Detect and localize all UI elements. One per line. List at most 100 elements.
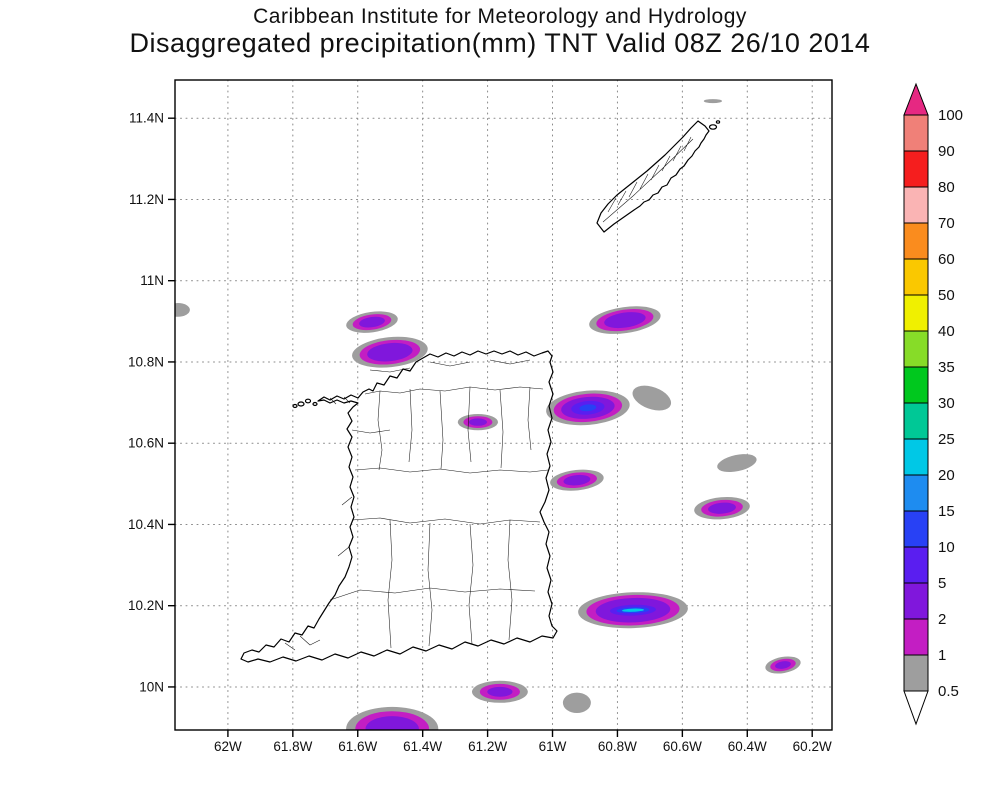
institute-title: Caribbean Institute for Meteorology and … [253, 5, 747, 28]
precip-contour-2 [563, 474, 591, 486]
lon-tick-label: 61.4W [403, 739, 442, 754]
precip-contour-10 [579, 404, 597, 412]
lon-tick-label: 61.2W [468, 739, 507, 754]
little-tobago-island [715, 120, 721, 124]
tobago-internal-boundaries [602, 136, 694, 223]
colorbar-label: 40 [938, 323, 955, 340]
precip-contour-2 [367, 342, 413, 362]
colorbar-segment-5-10 [903, 546, 929, 584]
colorbar-label: 90 [938, 143, 955, 160]
precipitation-shading-layer [175, 99, 801, 730]
precip-area [550, 469, 604, 491]
colorbar-label: 1 [938, 647, 946, 664]
colorbar-segment-40-50 [903, 294, 929, 332]
lat-tick-label: 11.4N [129, 111, 164, 126]
colorbar-label: 70 [938, 215, 955, 232]
precip-area [346, 311, 398, 333]
lon-tick-label: 61.6W [338, 739, 377, 754]
colorbar-label: 10 [938, 539, 955, 556]
precip-contour-2 [775, 661, 791, 669]
colorbar-segment-2-5 [903, 582, 929, 620]
colorbar-label: 35 [938, 359, 955, 376]
lon-tick-label: 60.8W [598, 739, 637, 754]
colorbar-segment-50-60 [903, 258, 929, 296]
colorbar-segment-0.5-1 [903, 654, 929, 692]
axis-layer: 62W 61.8W 61.6W 61.4W 61.2W 61W 60.8W 60.6W 60.4… [128, 79, 833, 754]
colorbar-label: 60 [938, 251, 955, 268]
colorbar-segment-90-100 [903, 114, 929, 152]
colorbar-label: 0.5 [938, 683, 959, 700]
precip-contour-20 [622, 608, 644, 612]
bocas-island [312, 401, 318, 407]
precip-area [562, 692, 591, 713]
precip-contour-2 [487, 686, 513, 697]
lon-tick-label: 60.4W [728, 739, 767, 754]
lon-tick-label: 62W [214, 739, 242, 754]
colorbar-label: 2 [938, 611, 946, 628]
precip-contour-2 [468, 418, 487, 426]
lon-tick-label: 61W [539, 739, 567, 754]
precip-area [694, 496, 750, 520]
colorbar-label: 25 [938, 431, 955, 448]
lat-tick-label: 10.8N [128, 354, 164, 369]
precip-contour-0.5 [632, 385, 672, 411]
plot-border [174, 79, 833, 731]
precip-area [717, 454, 757, 473]
lat-tick-label: 10.2N [128, 598, 164, 613]
trinidad-internal-boundaries [284, 359, 549, 651]
colorbar-arrow-top [903, 82, 929, 116]
colorbar-segment-80-90 [903, 150, 929, 188]
colorbar-label: 30 [938, 395, 955, 412]
colorbar-segment-70-80 [903, 186, 929, 224]
precip-area [457, 414, 498, 431]
chart-title: Disaggregated precipitation(mm) TNT Vali… [129, 28, 871, 58]
colorbar-label: 15 [938, 503, 955, 520]
tobago-coastline [596, 120, 710, 233]
colorbar-label: 80 [938, 179, 955, 196]
bocas-island [304, 398, 312, 404]
bocas-island [292, 403, 298, 409]
precip-contour-0.5 [175, 303, 190, 317]
precip-area [175, 303, 190, 317]
colorbar-label: 50 [938, 287, 955, 304]
colorbar-segment-1-2 [903, 618, 929, 656]
precip-contour-0.5 [703, 99, 723, 104]
coastline-layer [240, 120, 721, 663]
trinidad-coastline [240, 350, 558, 663]
colorbar-segment-25-30 [903, 402, 929, 440]
lat-tick-label: 10.4N [128, 517, 164, 532]
colorbar-label: 20 [938, 467, 955, 484]
bocas-island [297, 401, 305, 407]
lat-tick-label: 11.2N [129, 192, 164, 207]
precip-contour-2 [359, 316, 385, 328]
precip-area [703, 99, 723, 104]
precip-area [352, 336, 428, 368]
precip-contour-2 [604, 312, 646, 329]
lat-tick-label: 10.6N [128, 436, 164, 451]
precip-area [632, 385, 672, 411]
precip-contour-2 [365, 716, 419, 730]
grid-layer [174, 79, 833, 731]
precip-area [346, 706, 439, 730]
colorbar-segment-15-20 [903, 474, 929, 512]
precip-area [546, 390, 630, 426]
colorbar-arrow-bottom [903, 690, 929, 726]
precip-area [472, 680, 528, 703]
lat-tick-label: 10N [139, 679, 164, 694]
precip-contour-2 [708, 502, 736, 514]
precip-area [578, 592, 688, 629]
colorbar-segment-30-35 [903, 366, 929, 404]
colorbar-segment-60-70 [903, 222, 929, 260]
colorbar-segment-20-25 [903, 438, 929, 476]
colorbar: 100 90 80 70 60 50 40 35 30 25 20 15 10 5 2 1 0.5 [903, 82, 963, 726]
precip-contour-0.5 [717, 454, 757, 473]
colorbar-label: 100 [938, 107, 963, 124]
lat-tick-label: 11N [140, 273, 164, 288]
colorbar-segment-10-15 [903, 510, 929, 548]
lon-tick-label: 60.6W [663, 739, 702, 754]
colorbar-segment-35-40 [903, 330, 929, 368]
colorbar-label: 5 [938, 575, 946, 592]
little-tobago-island [708, 124, 718, 130]
